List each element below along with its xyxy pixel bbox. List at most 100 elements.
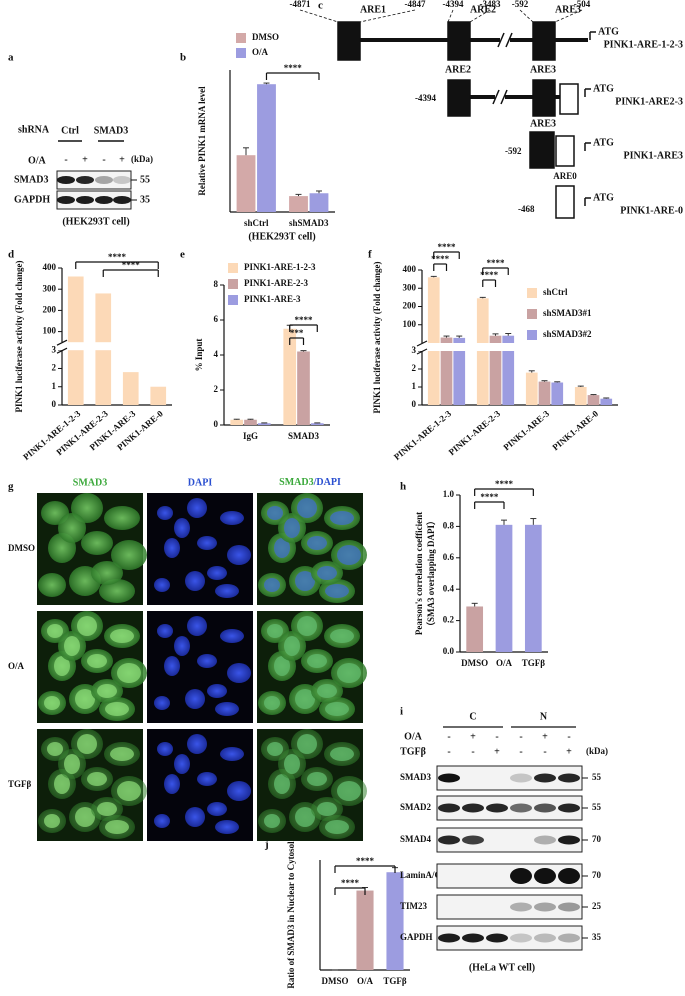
legend-label: shSMAD3#2 bbox=[543, 329, 592, 339]
bar bbox=[440, 337, 453, 405]
nucleus bbox=[317, 684, 337, 698]
are-box bbox=[337, 21, 361, 61]
kda: 55 bbox=[592, 802, 602, 812]
merge-part: /DAPI bbox=[313, 477, 341, 488]
nucleus bbox=[164, 774, 180, 794]
are-box bbox=[447, 79, 471, 117]
band bbox=[95, 176, 113, 184]
nucleus bbox=[317, 802, 337, 816]
nucleus bbox=[317, 566, 337, 580]
sign: + bbox=[494, 746, 500, 757]
are-box bbox=[447, 21, 471, 61]
band bbox=[558, 868, 580, 884]
nucleus bbox=[97, 802, 117, 816]
y-tick-label: 2 bbox=[412, 363, 417, 373]
band bbox=[558, 835, 580, 845]
nucleus bbox=[154, 578, 170, 592]
sign: + bbox=[542, 731, 548, 742]
nucleus bbox=[185, 689, 205, 709]
band bbox=[558, 902, 580, 912]
group-label: C bbox=[469, 711, 476, 722]
caption: (HEK293T cell) bbox=[248, 231, 315, 242]
band bbox=[462, 803, 484, 813]
nucleus bbox=[75, 689, 95, 709]
row-label: GAPDH bbox=[400, 932, 433, 942]
line bbox=[492, 89, 500, 105]
error-bar bbox=[430, 275, 437, 278]
nucleus bbox=[274, 656, 290, 676]
significance: **** bbox=[431, 254, 450, 264]
nucleus bbox=[267, 742, 283, 756]
y-tick-label: 0.4 bbox=[443, 583, 455, 593]
nucleus bbox=[215, 820, 239, 834]
row-label: SMAD3 bbox=[14, 174, 48, 185]
legend-swatch bbox=[527, 309, 537, 319]
row-label: DMSO bbox=[8, 543, 35, 553]
sign: + bbox=[566, 746, 572, 757]
bar bbox=[386, 872, 404, 970]
band bbox=[558, 803, 580, 813]
micrograph bbox=[257, 611, 367, 723]
legend-swatch bbox=[228, 263, 238, 273]
nucleus bbox=[75, 807, 95, 827]
nucleus bbox=[77, 616, 97, 636]
line bbox=[447, 9, 454, 23]
sign: + bbox=[470, 731, 476, 742]
nucleus bbox=[157, 742, 173, 756]
nucleus bbox=[274, 774, 290, 794]
nucleus bbox=[337, 781, 361, 801]
legend-swatch bbox=[228, 279, 238, 289]
atg: ATG bbox=[593, 192, 614, 203]
sign: - bbox=[567, 731, 570, 742]
bar bbox=[122, 372, 139, 405]
position: -592 bbox=[505, 146, 522, 156]
panel-label: b bbox=[180, 52, 186, 64]
error-bar bbox=[471, 602, 478, 607]
bar bbox=[587, 395, 600, 405]
y-tick-label: 400 bbox=[43, 262, 57, 272]
kda: 35 bbox=[592, 932, 602, 942]
panel-label: g bbox=[8, 481, 14, 493]
bar bbox=[489, 335, 502, 405]
y-tick-label: 3 bbox=[412, 345, 417, 355]
legend-label: shSMAD3#1 bbox=[543, 308, 592, 318]
nucleus bbox=[117, 781, 141, 801]
band bbox=[113, 196, 131, 204]
micrograph bbox=[147, 729, 253, 841]
nucleus bbox=[47, 624, 63, 638]
significance: *** bbox=[290, 328, 304, 338]
position: -3483 bbox=[480, 0, 501, 9]
bar bbox=[150, 386, 167, 405]
x-tick-label: PINK1-ARE-1-2-3 bbox=[392, 408, 454, 462]
nucleus bbox=[337, 663, 361, 683]
y-tick-label: 400 bbox=[403, 264, 417, 274]
nucleus bbox=[105, 702, 129, 716]
significance: **** bbox=[480, 492, 499, 502]
axis-break bbox=[56, 342, 174, 351]
nucleus bbox=[185, 807, 205, 827]
are-label: ARE3 bbox=[555, 4, 581, 15]
nucleus bbox=[105, 820, 129, 834]
position: -468 bbox=[518, 204, 535, 214]
micrograph bbox=[37, 611, 147, 723]
nucleus bbox=[307, 772, 327, 786]
nucleus bbox=[325, 702, 349, 716]
nucleus bbox=[64, 754, 80, 774]
nucleus bbox=[44, 696, 60, 710]
nucleus bbox=[215, 584, 239, 598]
nucleus bbox=[117, 663, 141, 683]
atg: ATG bbox=[593, 137, 614, 148]
nucleus bbox=[64, 636, 80, 656]
are-box bbox=[532, 79, 556, 117]
error-bar bbox=[528, 370, 535, 373]
nucleus bbox=[220, 629, 244, 643]
nucleus bbox=[284, 636, 300, 656]
cell bbox=[111, 540, 147, 570]
nucleus bbox=[174, 636, 190, 656]
significance: **** bbox=[495, 479, 514, 489]
bar bbox=[67, 276, 84, 405]
bar bbox=[453, 337, 466, 405]
band bbox=[462, 835, 484, 845]
cell bbox=[99, 579, 135, 603]
nucleus bbox=[267, 624, 283, 638]
